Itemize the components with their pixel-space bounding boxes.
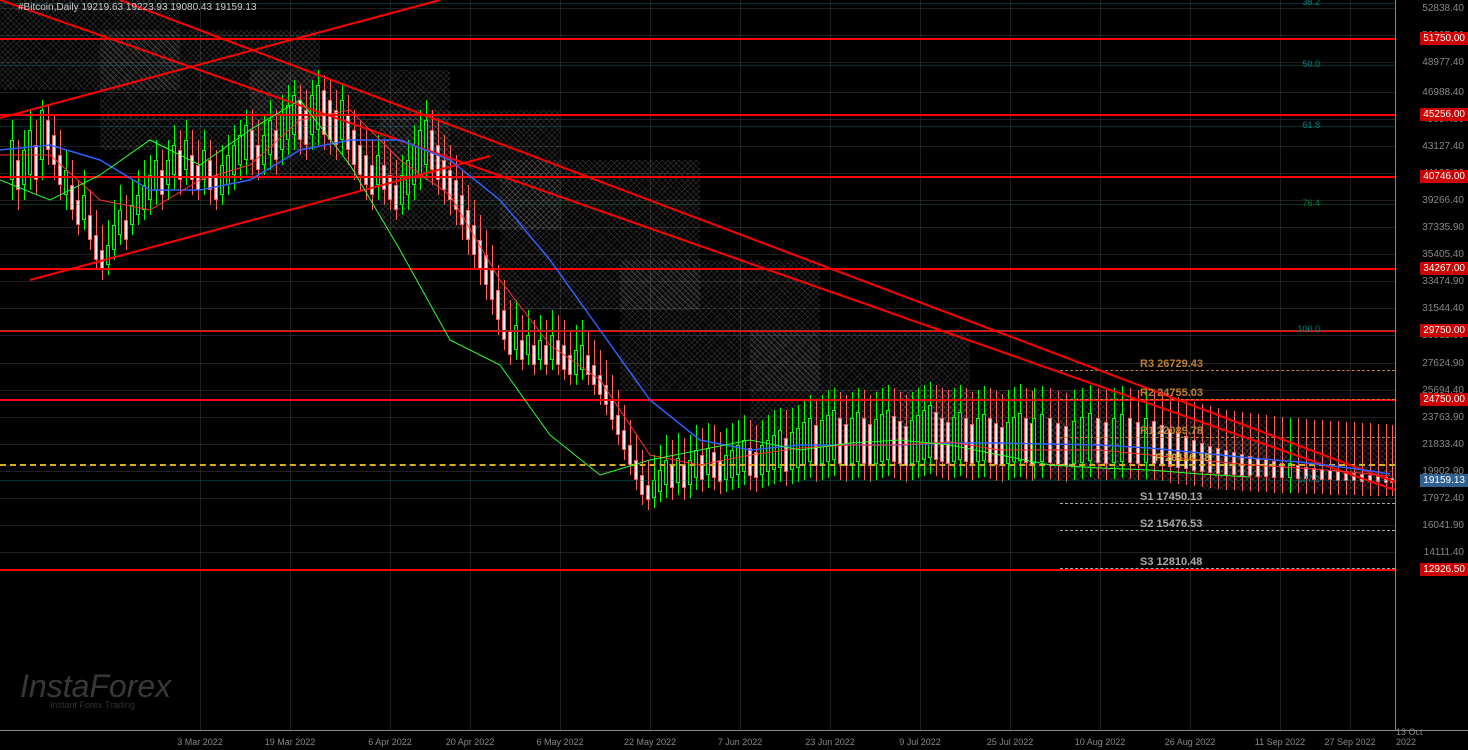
x-axis-label: 25 Jul 2022 (987, 737, 1034, 747)
pivot-label: R1 22089.78 (1140, 425, 1203, 437)
resistance-line (0, 268, 1395, 270)
x-axis-label: 7 Jun 2022 (718, 737, 763, 747)
y-axis-label: 14111.40 (1424, 547, 1464, 558)
price-marker: 51750.00 (1420, 32, 1468, 45)
x-axis-label: 3 Mar 2022 (177, 737, 223, 747)
pivot-line (1060, 370, 1395, 371)
pivot-line (1060, 503, 1395, 504)
current-price-marker: 19159.13 (1420, 474, 1468, 487)
y-axis-label: 46988.40 (1422, 87, 1464, 98)
pivot-label: S2 15476.53 (1140, 518, 1202, 530)
fib-label: 100.0 (1297, 324, 1320, 334)
chart-area[interactable]: R3 26729.43 R2 24755.03 R1 22089.78 P 20116… (0, 0, 1395, 730)
pivot-line (1060, 399, 1395, 400)
y-axis-label: 43127.40 (1422, 141, 1464, 152)
pivot-line (1060, 568, 1395, 569)
y-axis-label: 48977.40 (1422, 57, 1464, 68)
watermark-text: InstaForex (20, 668, 171, 704)
x-axis-label: 11 Sep 2022 (1255, 737, 1305, 747)
y-axis-label: 52838.40 (1422, 3, 1464, 14)
y-axis-label: 35405.40 (1422, 249, 1464, 260)
watermark-sub-text: Instant Forex Trading (50, 700, 135, 710)
pivot-label: S3 12810.48 (1140, 556, 1202, 568)
y-axis-label: 31544.40 (1422, 303, 1464, 314)
fib-label: 50.0 (1302, 59, 1320, 69)
watermark-subtitle: Instant Forex Trading (50, 700, 135, 710)
pivot-label: R2 24755.03 (1140, 387, 1203, 399)
resistance-line (0, 569, 1395, 571)
x-axis-label: 13 Oct 2022 (1396, 727, 1444, 747)
x-axis-label: 9 Jul 2022 (899, 737, 941, 747)
resistance-line (0, 38, 1395, 40)
y-axis-label: 16041.90 (1422, 520, 1464, 531)
pivot-label: R3 26729.43 (1140, 358, 1203, 370)
chart-title: #Bitcoin,Daily 19219.63 19223.93 19080.4… (18, 2, 257, 13)
chart-container: R3 26729.43 R2 24755.03 R1 22089.78 P 20116… (0, 0, 1468, 750)
chart-title-text: #Bitcoin,Daily 19219.63 19223.93 19080.4… (18, 2, 257, 13)
pivot-line (1060, 530, 1395, 531)
price-marker: 24750.00 (1420, 393, 1468, 406)
price-marker: 29750.00 (1420, 324, 1468, 337)
y-axis-label: 39266.40 (1422, 195, 1464, 206)
y-axis-label: 21833.40 (1422, 439, 1464, 450)
x-axis-label: 6 Apr 2022 (368, 737, 412, 747)
resistance-line (0, 114, 1395, 116)
x-axis-label: 27 Sep 2022 (1324, 737, 1375, 747)
x-axis-label: 6 May 2022 (536, 737, 583, 747)
x-axis-label: 10 Aug 2022 (1075, 737, 1126, 747)
pivot-label: P 20116.18 (1155, 452, 1210, 464)
price-marker: 45256.00 (1420, 108, 1468, 121)
fib-label: 127.2 (1297, 474, 1320, 484)
x-axis: 3 Mar 2022 19 Mar 2022 6 Apr 2022 20 Apr 20… (0, 730, 1468, 750)
fib-label: 76.4 (1302, 198, 1320, 208)
resistance-line (0, 176, 1395, 178)
x-axis-label: 26 Aug 2022 (1165, 737, 1216, 747)
x-axis-label: 19 Mar 2022 (265, 737, 316, 747)
pivot-label: S1 17450.13 (1140, 491, 1202, 503)
x-axis-label: 22 May 2022 (624, 737, 676, 747)
x-axis-label: 20 Apr 2022 (446, 737, 495, 747)
y-axis-label: 17972.40 (1422, 493, 1464, 504)
price-marker: 12926.50 (1420, 563, 1468, 576)
fib-label: 38.2 (1302, 0, 1320, 7)
y-axis-label: 27624.90 (1422, 358, 1464, 369)
x-axis-label: 23 Jun 2022 (805, 737, 855, 747)
pivot-line (0, 464, 1395, 466)
price-marker: 40746.00 (1420, 170, 1468, 183)
y-axis-label: 33474.90 (1422, 276, 1464, 287)
fib-label: 61.8 (1302, 120, 1320, 130)
pivot-line (1060, 437, 1395, 438)
y-axis: 52838.4050907.9048977.4046988.4045057.90… (1395, 0, 1468, 730)
price-marker: 34267.00 (1420, 262, 1468, 275)
y-axis-label: 23763.90 (1422, 412, 1464, 423)
y-axis-label: 37335.90 (1422, 222, 1464, 233)
